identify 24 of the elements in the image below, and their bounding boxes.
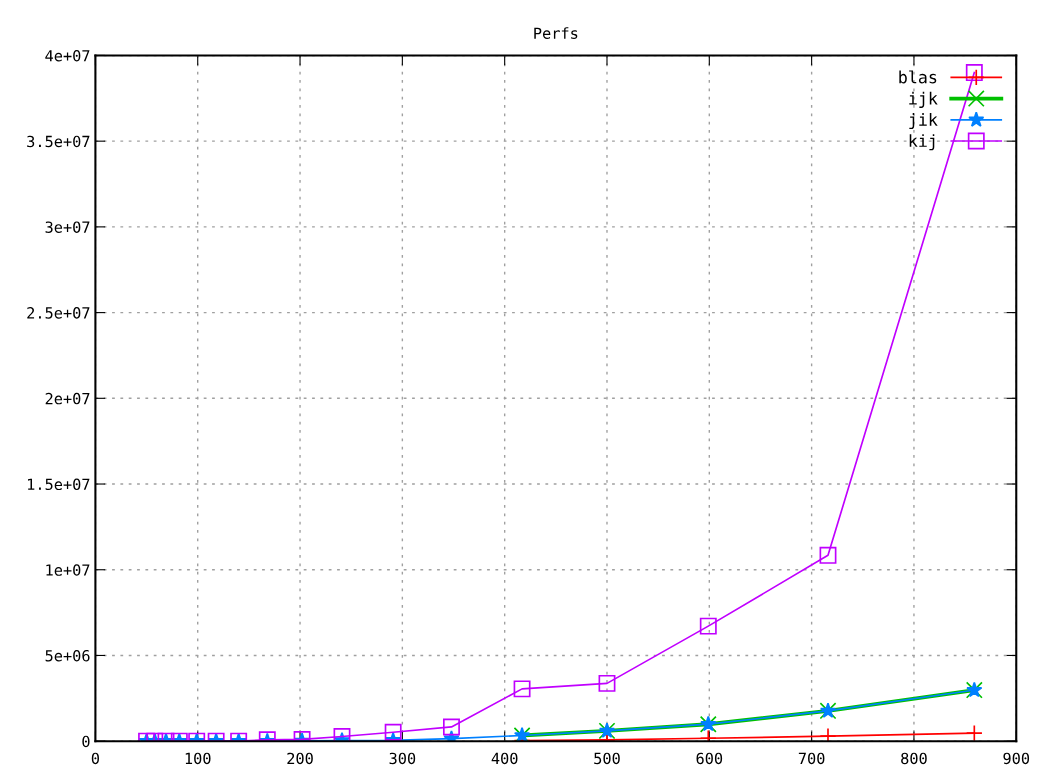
legend-label: kij xyxy=(909,134,935,151)
y-tick-label: 2e+07 xyxy=(45,392,90,405)
x-tick-label: 600 xyxy=(696,752,723,765)
y-tick-label: 1.5e+07 xyxy=(27,478,90,491)
y-tick-label: 2.5e+07 xyxy=(27,307,90,319)
y-tick-label: 0 xyxy=(82,735,90,748)
chart-title: Perfs xyxy=(534,27,578,39)
x-tick-label: 700 xyxy=(798,752,825,765)
x-tick-label: 400 xyxy=(491,752,518,765)
legend-label: jik xyxy=(909,112,938,130)
y-tick-label: 4e+07 xyxy=(45,49,90,62)
x-tick-label: 800 xyxy=(901,752,927,765)
x-tick-label: 200 xyxy=(287,752,313,765)
x-tick-label: 0 xyxy=(91,752,100,765)
y-tick-label: 3.5e+07 xyxy=(27,135,90,148)
x-tick-label: 300 xyxy=(389,752,416,765)
y-tick-label: 5e+06 xyxy=(45,649,90,662)
y-tick-label: 1e+07 xyxy=(46,564,90,576)
legend-label: ijk xyxy=(909,91,938,108)
x-tick-label: 900 xyxy=(1003,752,1030,765)
y-tick-label: 3e+07 xyxy=(45,221,90,233)
x-tick-label: 500 xyxy=(594,752,620,765)
x-tick-label: 100 xyxy=(185,752,211,765)
legend-label: blas xyxy=(899,70,937,84)
